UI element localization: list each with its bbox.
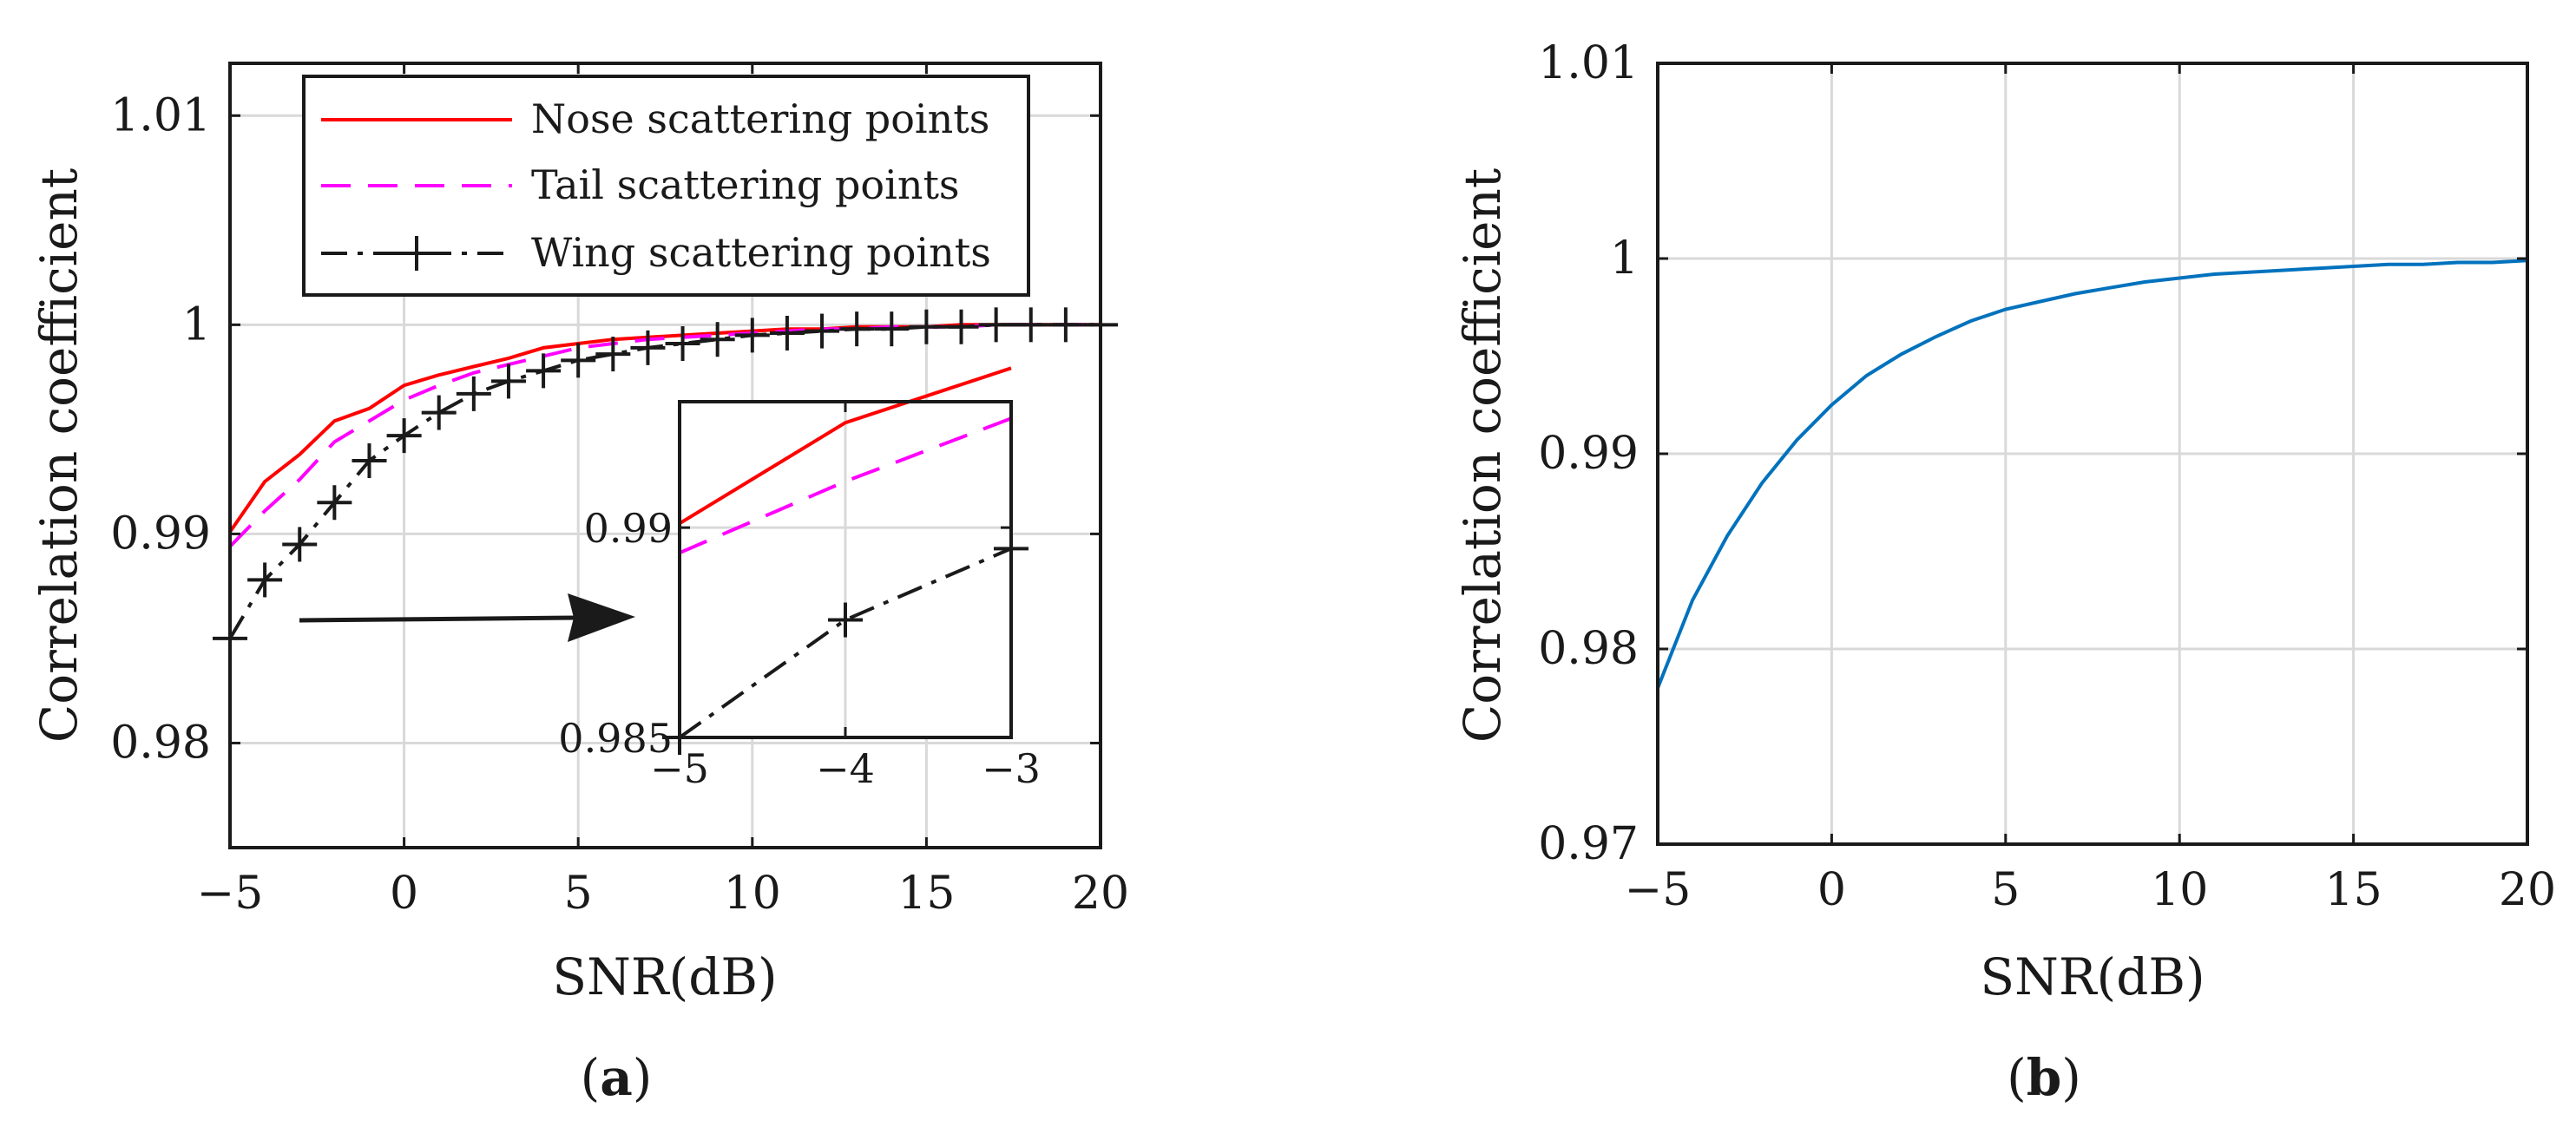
panel-b-x-tick-label: 5 xyxy=(1991,864,2020,916)
panel-a-x-tick-label: 0 xyxy=(390,868,418,920)
panel-a-marker xyxy=(874,311,910,347)
panel-a-x-tick-label: 10 xyxy=(724,868,781,920)
panel-a-ticks: −5 0 5 10 15 20 0.98 0.99 1 1.01 xyxy=(110,63,1129,920)
panel-b-y-tick-label: 0.97 xyxy=(1538,818,1639,870)
panel-a-y-axis-label: Correlation coefficient xyxy=(30,168,89,743)
panel-a-x-tick-label: 20 xyxy=(1072,868,1129,920)
panel-a-marker xyxy=(526,353,562,389)
panel-b-y-tick-label: 1.01 xyxy=(1538,37,1639,89)
panel-a-series-line-2 xyxy=(228,323,1101,548)
panel-a-x-tick-label: −5 xyxy=(197,868,264,920)
inset-x-tick-label: −4 xyxy=(816,745,875,792)
legend-label-wing: Wing scattering points xyxy=(531,229,991,276)
panel-a-marker xyxy=(630,330,666,365)
inset-ticks: −5 −4 −3 0.985 0.99 xyxy=(558,402,1041,792)
panel-a-marker xyxy=(665,326,700,362)
panel-a-x-tick-label: 15 xyxy=(897,868,955,920)
legend-label-nose: Nose scattering points xyxy=(531,95,989,142)
panel-a-axes-box xyxy=(228,62,1102,849)
panel-a-y-tick-label: 0.98 xyxy=(110,717,211,769)
panel-b-series xyxy=(1656,259,2528,689)
panel-a-marker xyxy=(282,527,318,562)
panel-a-marker xyxy=(561,343,596,378)
panel-b-y-axis-label: Correlation coefficient xyxy=(1453,168,1512,743)
panel-a-marker xyxy=(317,485,352,521)
legend-marker-wing xyxy=(399,236,434,271)
inset-y-tick-label: 0.985 xyxy=(558,715,673,762)
panel-a: −5 0 5 10 15 20 0.98 0.99 1 1.01 SNR(dB) Correlat… xyxy=(30,62,1129,1107)
panel-b-caption: (b) xyxy=(2007,1048,2081,1107)
inset-series-line-2 xyxy=(679,416,1012,555)
panel-b-x-tick-label: 10 xyxy=(2151,864,2208,916)
panel-a-marker xyxy=(386,418,422,454)
panel-a-marker xyxy=(978,307,1014,343)
panel-a-legend: Nose scattering points Tail scattering p… xyxy=(302,75,1030,297)
panel-b-x-tick-label: 20 xyxy=(2499,864,2556,916)
panel-b-y-tick-label: 0.98 xyxy=(1538,623,1639,675)
inset-series-line-3 xyxy=(678,547,1012,739)
panel-b: −5 0 5 10 15 20 0.97 0.98 0.99 1 1.01 SNR(dB) Corr… xyxy=(1453,37,2556,1107)
panel-a-marker xyxy=(734,318,770,353)
panel-a-caption: (a) xyxy=(581,1048,653,1107)
panel-a-marker xyxy=(456,376,491,411)
panel-a-marker xyxy=(1048,307,1083,343)
legend-label-tail: Tail scattering points xyxy=(531,161,960,208)
panel-b-series-line-1 xyxy=(1656,259,2528,689)
panel-a-y-tick-label: 1.01 xyxy=(110,89,211,141)
panel-a-marker xyxy=(909,309,944,344)
panel-a-marker xyxy=(490,364,526,399)
zoom-arrow xyxy=(299,593,635,642)
panel-a-marker xyxy=(247,562,283,598)
panel-a-marker xyxy=(839,311,875,347)
panel-a-series-line-1 xyxy=(228,323,1101,534)
panel-a-inset: −5 −4 −3 0.985 0.99 xyxy=(558,366,1041,792)
panel-b-x-tick-label: −5 xyxy=(1625,864,1692,916)
panel-a-marker xyxy=(700,322,735,357)
panel-a-marker xyxy=(805,313,840,349)
panel-b-x-tick-label: 15 xyxy=(2325,864,2382,916)
panel-a-y-tick-label: 0.99 xyxy=(110,508,211,560)
panel-b-y-tick-label: 0.99 xyxy=(1538,428,1639,480)
panel-a-x-tick-label: 5 xyxy=(564,868,593,920)
inset-marker xyxy=(828,602,863,638)
panel-b-y-tick-label: 1 xyxy=(1610,233,1639,285)
panel-a-marker xyxy=(943,309,979,344)
inset-x-tick-label: −5 xyxy=(650,745,709,792)
panel-b-grid xyxy=(1656,62,2529,846)
panel-a-marker xyxy=(421,395,457,430)
panel-b-ticks: −5 0 5 10 15 20 0.97 0.98 0.99 1 1.01 xyxy=(1538,37,2556,916)
inset-y-tick-label: 0.99 xyxy=(584,505,673,552)
inset-x-tick-label: −3 xyxy=(982,745,1041,792)
panel-a-marker xyxy=(595,337,631,372)
panel-a-y-tick-label: 1 xyxy=(182,298,211,351)
panel-a-marker xyxy=(769,315,805,351)
panel-a-x-axis-label: SNR(dB) xyxy=(552,947,777,1006)
panel-b-x-axis-label: SNR(dB) xyxy=(1980,947,2205,1006)
inset-series-line-1 xyxy=(678,366,1012,526)
panel-a-marker xyxy=(1013,307,1048,343)
panel-a-marker xyxy=(352,443,387,479)
panel-b-x-tick-label: 0 xyxy=(1817,864,1846,916)
